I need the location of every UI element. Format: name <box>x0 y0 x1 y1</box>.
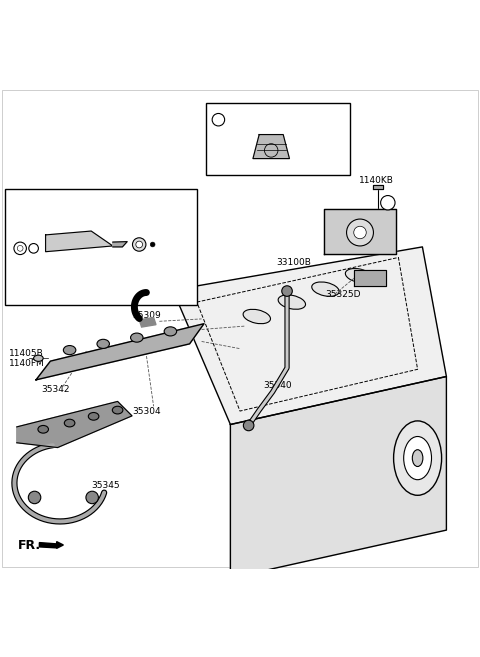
Text: 31337F: 31337F <box>235 115 272 125</box>
Ellipse shape <box>112 406 123 414</box>
Circle shape <box>132 238 146 251</box>
Circle shape <box>282 286 292 296</box>
Text: 35309: 35309 <box>132 311 161 319</box>
Circle shape <box>14 242 26 254</box>
Text: 35325D: 35325D <box>325 290 361 300</box>
Circle shape <box>381 196 395 210</box>
Ellipse shape <box>63 346 76 355</box>
Ellipse shape <box>243 309 271 324</box>
Circle shape <box>136 241 143 248</box>
Text: 35342: 35342 <box>41 385 69 394</box>
Polygon shape <box>354 270 386 286</box>
Text: 35345A: 35345A <box>18 437 53 446</box>
Text: 33815E: 33815E <box>112 211 147 220</box>
Polygon shape <box>39 543 59 548</box>
Text: a: a <box>386 200 390 206</box>
Text: FR.: FR. <box>18 539 41 552</box>
Text: 35345: 35345 <box>91 481 120 490</box>
Text: 11405B: 11405B <box>9 349 43 358</box>
Circle shape <box>354 226 366 238</box>
Polygon shape <box>139 317 156 327</box>
Polygon shape <box>253 135 289 158</box>
Ellipse shape <box>345 269 373 283</box>
Text: 35312J: 35312J <box>19 273 50 283</box>
Circle shape <box>28 491 41 504</box>
Ellipse shape <box>394 421 442 495</box>
Polygon shape <box>324 210 396 254</box>
Ellipse shape <box>38 426 48 433</box>
Text: 35310: 35310 <box>58 197 86 206</box>
Polygon shape <box>57 541 63 549</box>
Polygon shape <box>173 247 446 424</box>
Ellipse shape <box>278 295 306 309</box>
Ellipse shape <box>412 449 423 466</box>
Ellipse shape <box>88 413 99 420</box>
Circle shape <box>29 244 38 253</box>
Text: 35312H: 35312H <box>112 261 147 271</box>
Circle shape <box>86 491 98 504</box>
Text: 33100B: 33100B <box>276 258 311 267</box>
Polygon shape <box>230 376 446 578</box>
Text: 35304: 35304 <box>132 407 161 416</box>
Polygon shape <box>46 231 113 252</box>
Ellipse shape <box>312 282 339 296</box>
Circle shape <box>212 114 225 126</box>
Polygon shape <box>113 242 127 247</box>
Circle shape <box>347 219 373 246</box>
Ellipse shape <box>131 333 143 342</box>
Polygon shape <box>36 324 204 380</box>
Ellipse shape <box>97 339 109 348</box>
Circle shape <box>17 246 23 251</box>
Text: 1140KB: 1140KB <box>359 176 394 185</box>
Ellipse shape <box>404 436 432 480</box>
Polygon shape <box>373 185 383 189</box>
Circle shape <box>150 242 155 247</box>
Bar <box>206 103 350 175</box>
Text: 1140FM: 1140FM <box>9 359 44 367</box>
Polygon shape <box>17 401 132 447</box>
Text: 35312: 35312 <box>19 235 48 244</box>
Text: a: a <box>216 117 220 123</box>
Bar <box>5 189 197 304</box>
Ellipse shape <box>34 355 43 361</box>
Text: 35340: 35340 <box>263 380 292 390</box>
Circle shape <box>243 420 254 431</box>
Ellipse shape <box>64 419 75 427</box>
Ellipse shape <box>164 327 177 336</box>
